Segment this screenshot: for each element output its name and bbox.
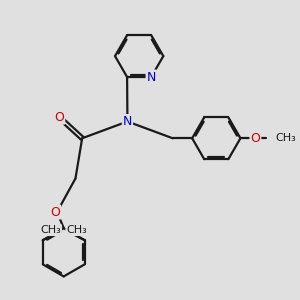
Text: O: O: [54, 111, 64, 124]
Text: O: O: [50, 206, 60, 218]
Text: CH₃: CH₃: [275, 133, 296, 143]
Text: N: N: [123, 115, 132, 128]
Text: N: N: [147, 70, 156, 83]
Text: O: O: [250, 132, 260, 145]
Text: CH₃: CH₃: [40, 225, 61, 235]
Text: CH₃: CH₃: [66, 225, 87, 235]
